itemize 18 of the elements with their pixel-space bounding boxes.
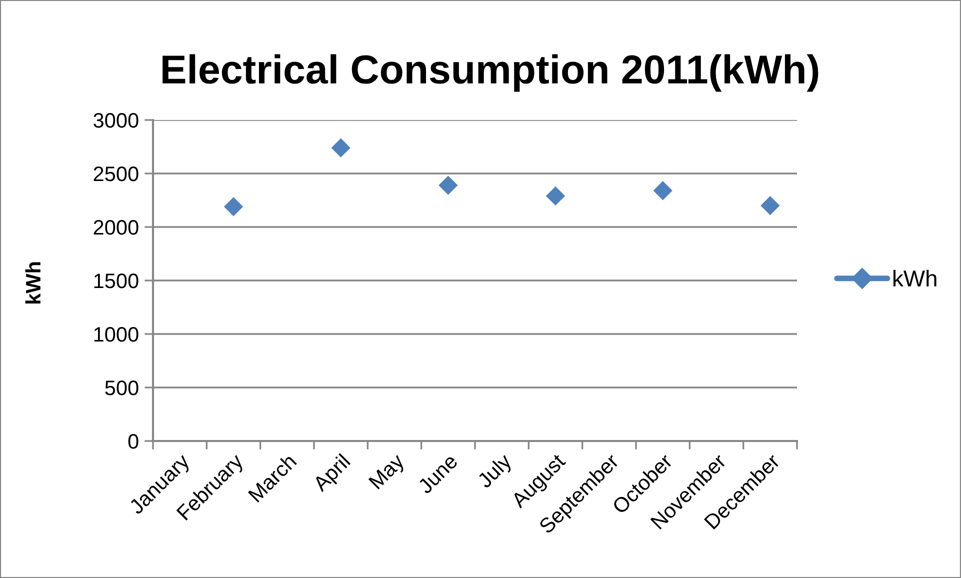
point bbox=[438, 176, 458, 195]
y-tick-label: 2000 bbox=[94, 220, 138, 235]
legend-label: kWh bbox=[893, 270, 936, 286]
y-axis-title: kWh bbox=[25, 262, 40, 304]
x-tick-label: July bbox=[476, 452, 516, 492]
point bbox=[224, 197, 244, 216]
point bbox=[546, 186, 566, 206]
y-tick-label: 1000 bbox=[94, 327, 138, 342]
point bbox=[653, 181, 672, 200]
y-tick-label: 500 bbox=[105, 380, 138, 396]
point bbox=[331, 138, 350, 158]
y-tick-label: 3000 bbox=[94, 113, 138, 128]
y-tick-label: 0 bbox=[128, 434, 138, 449]
y-tick-label: 1500 bbox=[94, 274, 138, 288]
point bbox=[760, 196, 780, 216]
chart-title: Electrical Consumption 2011(kWh) bbox=[162, 54, 818, 92]
x-tick-label: May bbox=[368, 452, 408, 492]
y-tick-label: 2500 bbox=[94, 166, 138, 182]
